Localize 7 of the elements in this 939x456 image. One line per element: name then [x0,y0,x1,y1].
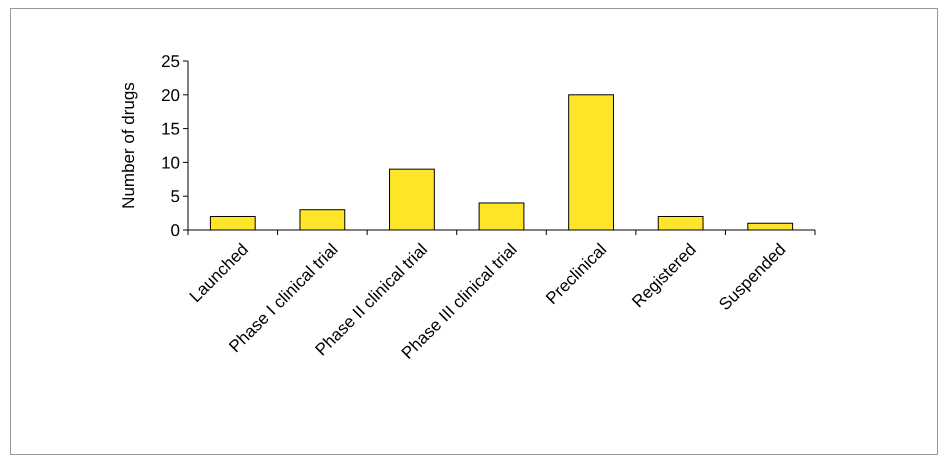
y-tick-label: 0 [170,220,180,240]
y-tick-label: 10 [161,153,180,172]
y-tick-label: 20 [161,86,180,105]
y-tick-label: 5 [170,187,180,206]
y-axis-title: Number of drugs [119,82,138,209]
y-tick-label: 25 [161,52,180,71]
y-tick-label: 15 [161,120,180,139]
